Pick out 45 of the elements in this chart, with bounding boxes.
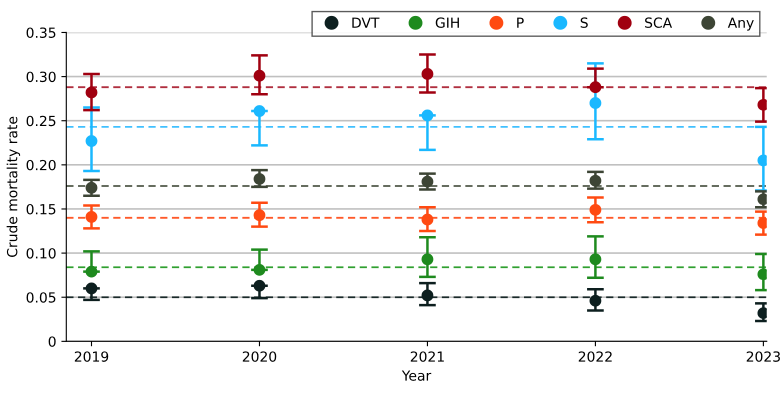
point <box>422 290 434 302</box>
y-tick-label: 0.30 <box>26 72 56 82</box>
point <box>422 214 434 226</box>
point <box>86 282 98 294</box>
point <box>422 253 434 266</box>
y-axis-title: Crude mortality rate <box>6 116 20 257</box>
point <box>590 97 602 109</box>
point <box>590 204 602 216</box>
point <box>86 135 98 147</box>
x-tick-label: 2021 <box>410 351 444 362</box>
x-axis-title: Year <box>402 370 432 381</box>
y-tick-label: 0.25 <box>26 116 56 126</box>
point <box>422 68 434 80</box>
point <box>86 86 98 98</box>
point <box>254 280 266 292</box>
point <box>86 182 98 194</box>
y-tick-label: 0.20 <box>26 160 56 170</box>
point <box>254 70 266 82</box>
x-tick-label: 2022 <box>578 351 612 362</box>
legend-label: DVT <box>352 18 380 28</box>
point <box>86 211 98 223</box>
point <box>590 81 602 94</box>
x-tick-label: 2019 <box>74 351 108 362</box>
point <box>254 173 266 185</box>
y-tick-label: 0.35 <box>26 27 56 38</box>
x-tick-label: 2020 <box>242 351 276 362</box>
legend-label: S <box>580 17 588 28</box>
legend-label: Any <box>728 18 754 31</box>
x-tick-label: 2023 <box>746 351 780 362</box>
point <box>422 110 434 122</box>
y-tick-label: 0.10 <box>26 248 56 259</box>
point <box>590 174 602 187</box>
legend-label: GIH <box>436 17 459 28</box>
y-tick-label: 0 <box>48 336 56 347</box>
point <box>422 176 434 188</box>
point <box>590 294 602 307</box>
y-tick-label: 0.15 <box>26 204 56 214</box>
point <box>254 264 266 276</box>
point <box>590 253 602 266</box>
legend-label: SCA <box>645 17 672 28</box>
legend-label: P <box>517 18 524 28</box>
point <box>86 266 98 278</box>
point <box>254 105 266 117</box>
y-tick-label: 0.05 <box>26 292 56 303</box>
point <box>254 209 266 222</box>
